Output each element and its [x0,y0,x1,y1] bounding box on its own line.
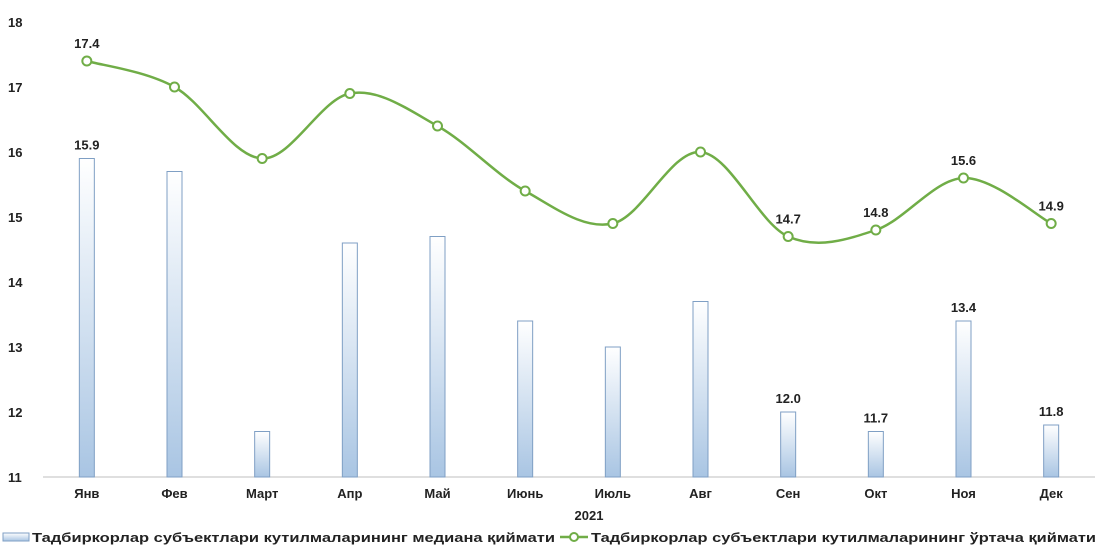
x-tick-label: Май [424,486,450,501]
x-tick-label: Янв [74,486,99,501]
y-tick-label: 14 [8,275,23,290]
line-data-label: 14.7 [776,212,801,227]
line-series-markers [82,57,1055,242]
bar-data-label: 11.8 [1039,404,1064,419]
bar [956,321,971,477]
line-data-label: 15.6 [951,153,976,168]
bar [868,432,883,478]
x-tick-label: Июнь [507,486,543,501]
legend-line-label: Тадбиркорлар субъектлари кутилмаларининг… [591,530,1096,545]
line-point [258,154,267,163]
bar-data-label: 15.9 [74,138,99,153]
x-axis: Янв Фев Март Апр Май Июнь Июль Авг Сен Окт Ноя Дек [74,486,1063,501]
y-tick-label: 17 [8,80,22,95]
bar [255,432,270,478]
legend-bar-swatch [3,533,29,541]
y-tick-label: 16 [8,145,22,160]
bar [167,172,182,478]
x-tick-label: Март [246,486,278,501]
bar-data-label: 12.0 [776,391,801,406]
legend: Тадбиркорлар субъектлари кутилмаларининг… [3,530,1096,545]
line-data-label: 14.9 [1039,199,1064,214]
line-point [959,174,968,183]
line-point [170,83,179,92]
line-data-label: 17.4 [74,36,100,51]
y-tick-label: 12 [8,405,22,420]
line-point [784,232,793,241]
x-tick-label: Июль [595,486,631,501]
line-data-label: 14.8 [863,205,888,220]
bar [342,243,357,477]
x-tick-label: Фев [161,486,187,501]
bar-data-label: 13.4 [951,300,977,315]
bar-data-labels: 15.9 12.0 11.7 13.4 11.8 [74,138,1063,426]
bar [781,412,796,477]
line-point [521,187,530,196]
legend-line-marker [570,533,578,541]
line-series-path [87,61,1051,243]
y-tick-label: 13 [8,340,22,355]
bar [430,237,445,478]
line-point [696,148,705,157]
bar [79,159,94,478]
line-point [871,226,880,235]
line-point [82,57,91,66]
y-tick-label: 11 [8,470,22,485]
x-tick-label: Окт [864,486,887,501]
bar [693,302,708,478]
x-tick-label: Дек [1040,486,1064,501]
line-point [345,89,354,98]
y-tick-label: 15 [8,210,22,225]
x-tick-label: Ноя [951,486,976,501]
line-point [608,219,617,228]
x-tick-label: Апр [337,486,362,501]
x-tick-label: Авг [689,486,712,501]
y-axis: 11 12 13 14 15 16 17 18 [8,15,23,485]
line-point [433,122,442,131]
legend-bar-label: Тадбиркорлар субъектлари кутилмаларининг… [32,530,555,545]
y-tick-label: 18 [8,15,22,30]
bar [1044,425,1059,477]
line-point [1047,219,1056,228]
bar [605,347,620,477]
x-tick-label: Сен [776,486,800,501]
bar [518,321,533,477]
x-axis-title: 2021 [575,508,604,523]
bar-data-label: 11.7 [864,411,889,426]
